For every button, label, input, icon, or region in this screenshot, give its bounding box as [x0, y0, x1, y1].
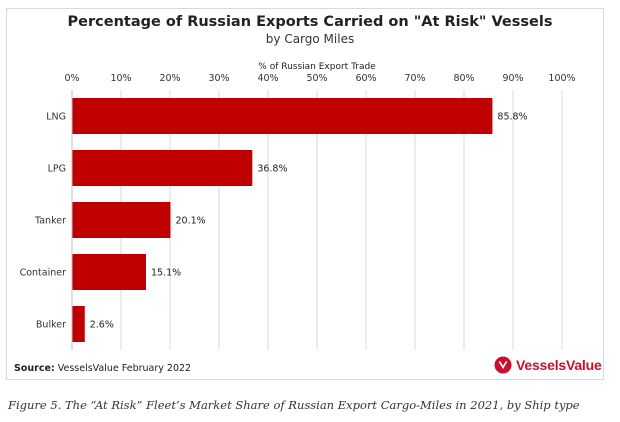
bar-chart: % of Russian Export Trade 0% 10% 20% 30% 40% 5… [20, 62, 576, 350]
data-label: 20.1% [175, 216, 205, 227]
bar-container [72, 254, 146, 290]
y-tick-label: Tanker [34, 216, 66, 227]
x-tick-label: 10% [110, 73, 131, 84]
brand-name: VesselsValue [516, 357, 602, 373]
chart-frame [6, 8, 604, 380]
bar-tanker [72, 202, 171, 238]
bar-lng [72, 98, 493, 134]
figure-caption: Figure 5. The “At Risk” Fleet’s Market S… [8, 398, 580, 412]
x-axis-label: % of Russian Export Trade [258, 62, 376, 72]
x-tick-label: 100% [548, 73, 575, 84]
data-label: 2.6% [90, 320, 114, 331]
data-label: 36.8% [257, 164, 287, 175]
x-tick-label: 90% [502, 73, 523, 84]
x-tick-label: 80% [453, 73, 474, 84]
chart-subtitle: by Cargo Miles [265, 32, 355, 46]
brand-logo: VesselsValue [494, 356, 602, 374]
source-note: Source: VesselsValue February 2022 [14, 363, 191, 374]
data-label: 15.1% [151, 268, 181, 279]
bar-lpg [72, 150, 253, 186]
x-tick-label: 30% [208, 73, 229, 84]
x-tick-label: 0% [64, 73, 79, 84]
y-tick-label: LNG [46, 112, 66, 123]
x-tick-label: 40% [257, 73, 278, 84]
y-tick-label: LPG [48, 164, 66, 175]
source-label: Source: [14, 363, 55, 374]
x-tick-label: 60% [355, 73, 376, 84]
y-tick-label: Container [20, 268, 67, 279]
chart-title: Percentage of Russian Exports Carried on… [67, 14, 553, 30]
data-label: 85.8% [497, 112, 527, 123]
x-tick-label: 20% [159, 73, 180, 84]
x-tick-label: 70% [404, 73, 425, 84]
source-text: VesselsValue February 2022 [57, 363, 192, 374]
vesselsvalue-logo-icon [494, 356, 512, 374]
x-tick-label: 50% [306, 73, 327, 84]
bar-bulker [72, 306, 85, 342]
y-tick-label: Bulker [36, 320, 66, 331]
